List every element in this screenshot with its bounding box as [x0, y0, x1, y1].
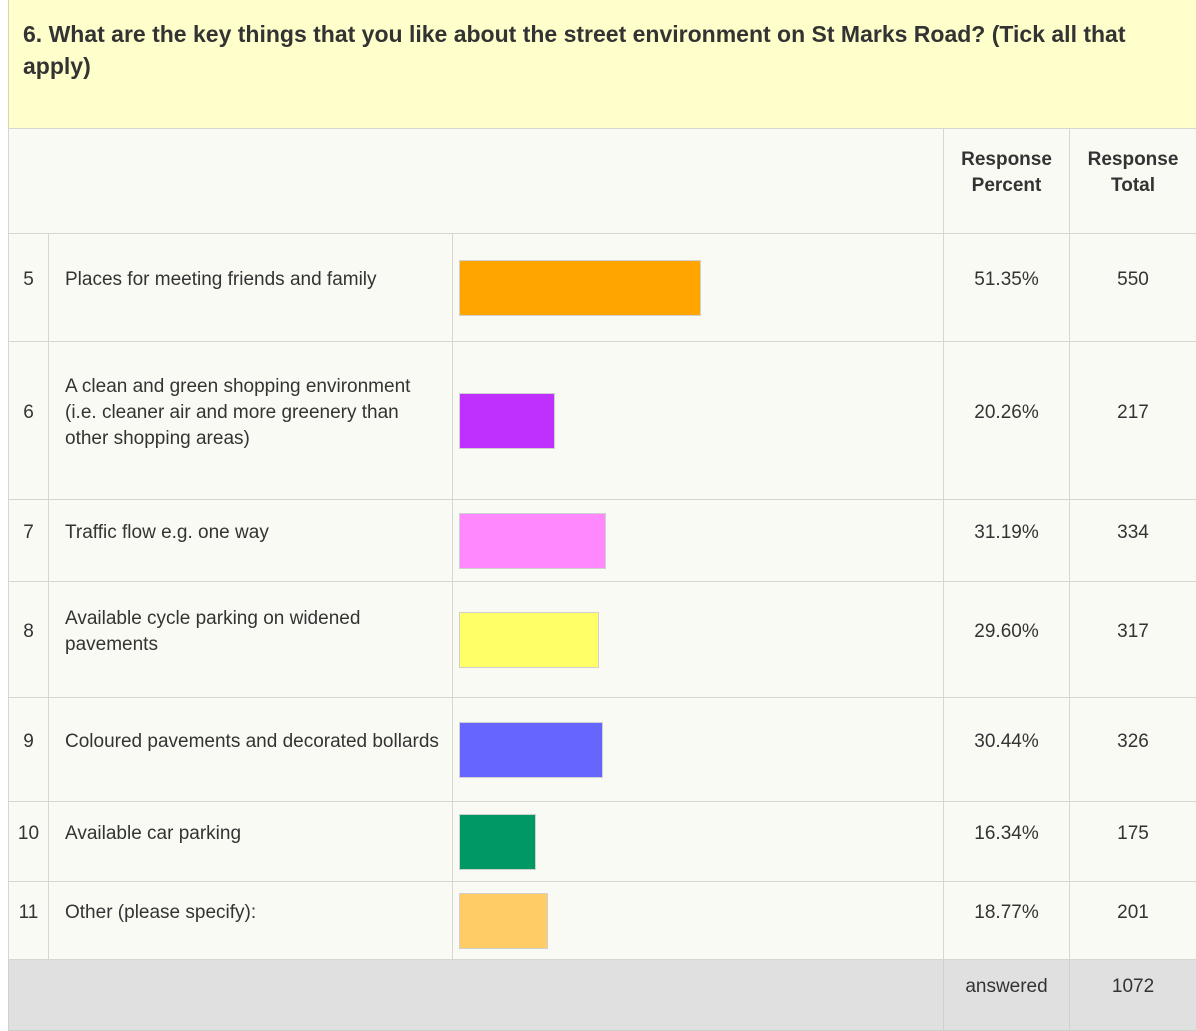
- header-percent: Response Percent: [944, 129, 1070, 234]
- bar-cell: [453, 500, 944, 582]
- bar: [459, 612, 599, 668]
- response-percent: 16.34%: [944, 802, 1070, 882]
- answered-label: answered: [944, 960, 1070, 1031]
- header-blank: [9, 129, 944, 234]
- footer-blank: [9, 960, 944, 1031]
- bar-cell: [453, 234, 944, 342]
- response-total: 550: [1070, 234, 1196, 342]
- response-percent: 29.60%: [944, 582, 1070, 698]
- bar-cell: [453, 582, 944, 698]
- header-row: Response Percent Response Total: [9, 129, 1196, 234]
- row-number: 9: [9, 698, 49, 802]
- question-title: 6. What are the key things that you like…: [8, 0, 1196, 128]
- header-total: Response Total: [1070, 129, 1196, 234]
- answered-total: 1072: [1070, 960, 1196, 1031]
- row-number: 6: [9, 342, 49, 500]
- option-label: Coloured pavements and decorated bollard…: [49, 698, 453, 802]
- response-percent: 20.26%: [944, 342, 1070, 500]
- bar-cell: [453, 698, 944, 802]
- bar: [459, 393, 555, 449]
- bar-cell: [453, 802, 944, 882]
- option-label: Traffic flow e.g. one way: [49, 500, 453, 582]
- response-total: 317: [1070, 582, 1196, 698]
- survey-question: 6. What are the key things that you like…: [8, 0, 1196, 1028]
- row-number: 11: [9, 882, 49, 960]
- response-percent: 30.44%: [944, 698, 1070, 802]
- option-label: Other (please specify):: [49, 882, 453, 960]
- response-total: 201: [1070, 882, 1196, 960]
- bar-cell: [453, 882, 944, 960]
- bar: [459, 893, 548, 949]
- row-number: 10: [9, 802, 49, 882]
- bar: [459, 513, 606, 569]
- bar: [459, 814, 536, 870]
- row-number: 8: [9, 582, 49, 698]
- response-percent: 51.35%: [944, 234, 1070, 342]
- row-number: 5: [9, 234, 49, 342]
- response-percent: 31.19%: [944, 500, 1070, 582]
- response-total: 326: [1070, 698, 1196, 802]
- bar: [459, 260, 701, 316]
- response-total: 217: [1070, 342, 1196, 500]
- option-label: Available cycle parking on widened pavem…: [49, 582, 453, 698]
- response-percent: 18.77%: [944, 882, 1070, 960]
- option-label: Available car parking: [49, 802, 453, 882]
- bar: [459, 722, 603, 778]
- row-number: 7: [9, 500, 49, 582]
- response-total: 175: [1070, 802, 1196, 882]
- response-total: 334: [1070, 500, 1196, 582]
- option-label: A clean and green shopping environment (…: [49, 342, 453, 500]
- option-label: Places for meeting friends and family: [49, 234, 453, 342]
- bar-cell: [453, 342, 944, 500]
